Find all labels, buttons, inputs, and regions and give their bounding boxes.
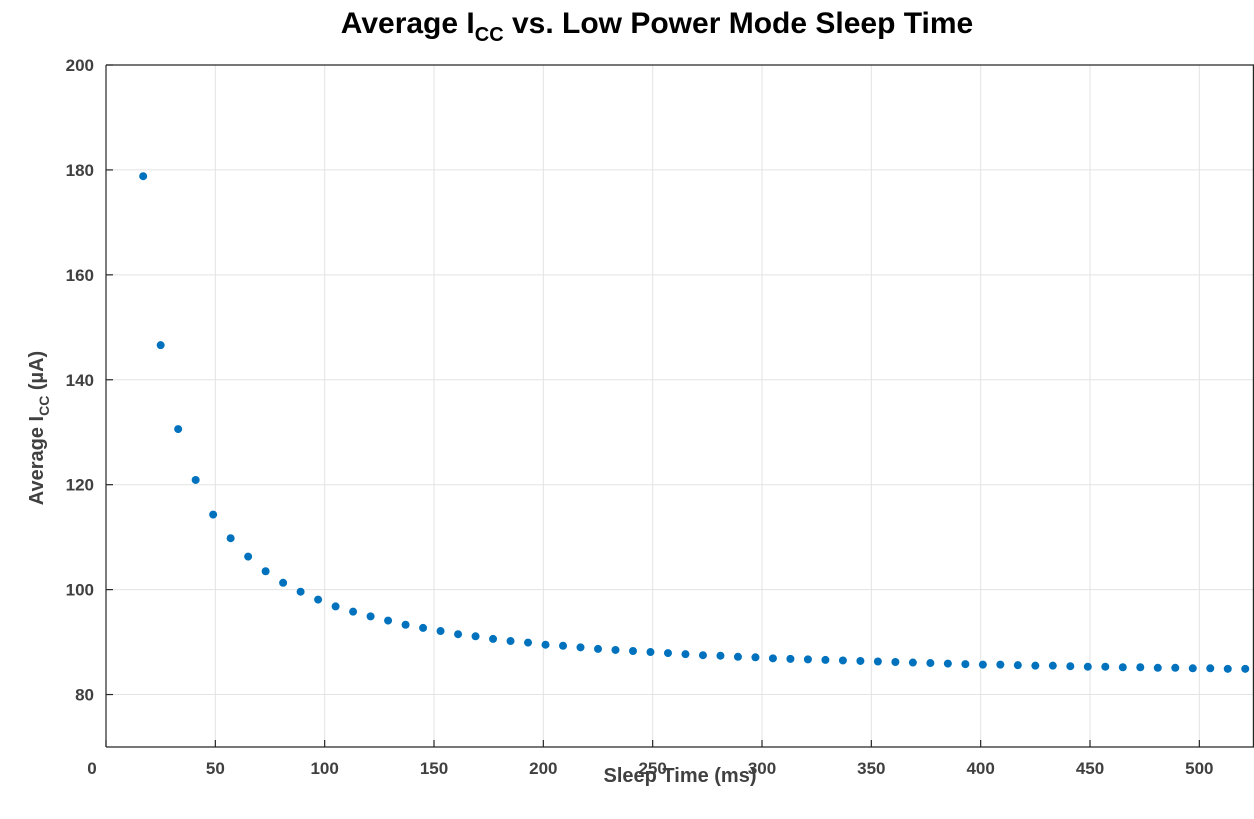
data-point: [366, 612, 375, 621]
x-tick-label: 0: [87, 759, 96, 778]
data-point: [226, 534, 235, 543]
data-point: [1171, 663, 1180, 672]
data-point: [1101, 662, 1110, 671]
data-point: [943, 659, 952, 668]
y-tick-label: 120: [66, 476, 94, 495]
x-tick-label: 350: [857, 759, 885, 778]
data-point: [1118, 663, 1127, 672]
axes: [105, 64, 1254, 748]
x-tick-label: 300: [748, 759, 776, 778]
data-point: [1223, 664, 1232, 673]
data-point: [733, 652, 742, 661]
data-point: [1188, 664, 1197, 673]
data-point: [891, 658, 900, 667]
data-point: [838, 656, 847, 665]
y-tick-label: 140: [66, 371, 94, 390]
y-tick-label: 160: [66, 266, 94, 285]
y-axis-label: Average ICC (µA): [26, 351, 52, 505]
data-point: [1013, 661, 1022, 670]
data-point: [628, 646, 637, 655]
data-point: [279, 578, 288, 587]
data-point: [331, 602, 340, 611]
data-point: [646, 648, 655, 657]
data-point: [1241, 664, 1250, 673]
data-point: [681, 650, 690, 659]
data-point: [821, 655, 830, 664]
data-point: [1066, 662, 1075, 671]
x-tick-label: 150: [420, 759, 448, 778]
data-point: [751, 653, 760, 662]
x-tick-label: 500: [1185, 759, 1213, 778]
data-point: [489, 634, 498, 643]
data-point: [1048, 661, 1057, 670]
data-point: [768, 654, 777, 663]
data-points: [139, 172, 1250, 673]
data-point: [384, 616, 393, 625]
data-point: [436, 627, 445, 636]
x-tick-label: 450: [1076, 759, 1104, 778]
data-point: [803, 655, 812, 664]
data-point: [716, 651, 725, 660]
x-tick-label: 50: [206, 759, 225, 778]
data-point: [786, 654, 795, 663]
data-point: [296, 587, 305, 596]
data-point: [576, 643, 585, 652]
data-point: [139, 172, 148, 181]
data-point: [454, 630, 463, 639]
data-point: [698, 651, 707, 660]
data-point: [349, 607, 358, 616]
data-point: [856, 656, 865, 665]
data-point: [559, 641, 568, 650]
data-point: [873, 657, 882, 666]
y-tick-label: 100: [66, 581, 94, 600]
data-point: [174, 425, 183, 434]
data-point: [471, 632, 480, 641]
data-point: [1153, 663, 1162, 672]
data-point: [996, 660, 1005, 669]
data-point: [978, 660, 987, 669]
data-point: [524, 638, 533, 647]
data-point: [926, 659, 935, 668]
data-point: [419, 623, 428, 632]
data-point: [244, 552, 253, 561]
data-point: [1031, 661, 1040, 670]
x-tick-label: 200: [529, 759, 557, 778]
data-point: [541, 640, 550, 649]
chart-title: Average ICC vs. Low Power Mode Sleep Tim…: [341, 7, 973, 46]
y-tick-label: 80: [75, 686, 94, 705]
x-tick-label: 400: [966, 759, 994, 778]
data-point: [908, 658, 917, 667]
data-point: [1136, 663, 1145, 672]
data-point: [506, 637, 515, 646]
x-tick-label: 100: [310, 759, 338, 778]
data-point: [663, 649, 672, 658]
data-point: [156, 341, 165, 350]
data-point: [209, 510, 218, 519]
y-tick-label: 200: [66, 56, 94, 75]
x-tick-label: 250: [638, 759, 666, 778]
data-point: [611, 645, 620, 654]
data-point: [401, 620, 410, 629]
data-point: [961, 660, 970, 669]
data-point: [191, 475, 200, 484]
y-tick-label: 180: [66, 161, 94, 180]
x-axis-label: Sleep Time (ms): [603, 765, 756, 787]
tick-labels: 0 50 100 150 200 250 300 350 400 450 500 80 100 120 14…: [66, 56, 1214, 778]
data-point: [1206, 664, 1215, 673]
data-point: [261, 567, 270, 576]
data-point: [314, 595, 323, 604]
data-point: [1083, 662, 1092, 671]
data-point: [594, 644, 602, 653]
grid-lines: [105, 64, 1254, 747]
